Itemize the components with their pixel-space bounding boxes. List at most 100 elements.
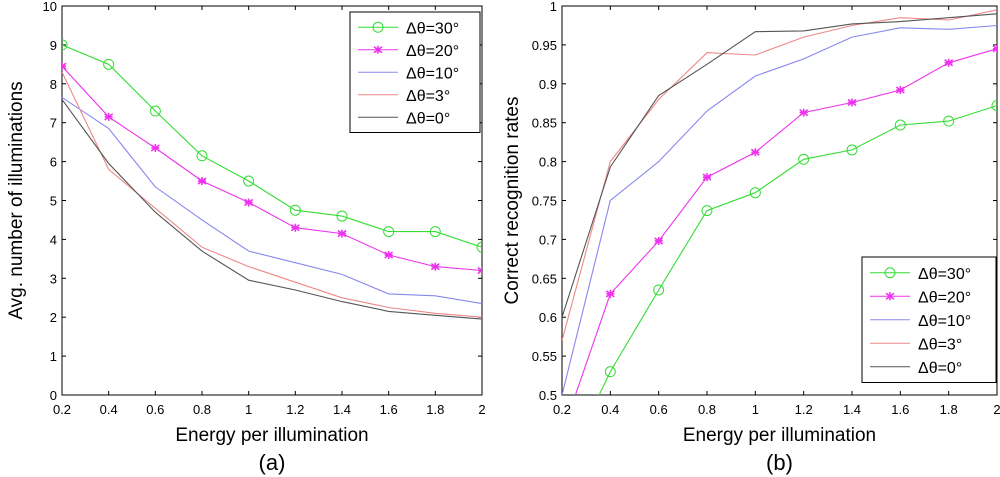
- x-tick-label: 0.4: [100, 402, 118, 417]
- x-tick-label: 1.6: [891, 402, 909, 417]
- y-tick-label: 0.65: [532, 271, 557, 286]
- y-tick-label: 0.7: [539, 232, 557, 247]
- y-tick-label: 0.6: [539, 310, 557, 325]
- data-point-marker: [430, 262, 440, 271]
- series-line-2: [62, 96, 482, 305]
- data-point-marker: [701, 205, 713, 217]
- legend-label: Δθ=0°: [406, 110, 450, 127]
- x-tick-label: 1: [752, 402, 759, 417]
- y-tick-label: 0.55: [532, 349, 557, 364]
- panel-b-chart: 0.2 0.4 0.6 0.8 1 1.2 1.4 1.6 1.8 2 0.5 0.55 0.6 0.65…: [502, 0, 1000, 475]
- x-tick-label: 2: [993, 402, 1000, 417]
- data-point-marker: [653, 284, 665, 296]
- data-point-marker: [944, 58, 954, 67]
- legend-marker: [372, 21, 384, 33]
- y-axis-label: Avg. number of illuminations: [6, 81, 27, 319]
- series-line-0: [598, 105, 997, 395]
- data-point-marker: [847, 98, 857, 107]
- data-point-marker: [243, 175, 255, 187]
- data-point-marker: [62, 62, 67, 71]
- legend-marker: [373, 45, 383, 54]
- x-tick-label: 0.6: [650, 402, 668, 417]
- data-point-marker: [654, 236, 664, 245]
- data-point-marker: [894, 119, 906, 131]
- x-tick-label: 2: [478, 402, 485, 417]
- data-point-marker: [337, 229, 347, 238]
- y-tick-label: 4: [50, 232, 57, 247]
- series-line-1: [574, 48, 997, 395]
- legend-marker: [884, 267, 896, 279]
- panel-label: (b): [766, 450, 793, 475]
- data-point-marker: [799, 108, 809, 117]
- series-line-4: [62, 99, 482, 320]
- data-point-marker: [477, 266, 482, 275]
- legend-marker: [885, 292, 895, 301]
- series-layer: [62, 39, 482, 320]
- legend-label: Δθ=10°: [406, 65, 459, 82]
- data-point-marker: [798, 153, 810, 165]
- x-tick-label: 1.4: [333, 402, 351, 417]
- y-tick-label: 0.8: [539, 155, 557, 170]
- data-point-marker: [895, 86, 905, 95]
- y-axis-label: Correct recognition rates: [502, 96, 523, 304]
- x-tick-label: 0.2: [53, 402, 71, 417]
- x-tick-label: 1.8: [940, 402, 958, 417]
- data-point-marker: [290, 223, 300, 232]
- x-axis-label: Energy per illumination: [175, 425, 368, 446]
- data-point-marker: [150, 143, 160, 152]
- y-tick-label: 0.5: [539, 388, 557, 403]
- data-point-marker: [992, 44, 997, 53]
- data-point-marker: [605, 289, 615, 298]
- data-point-marker: [846, 144, 858, 156]
- x-tick-label: 1.6: [380, 402, 398, 417]
- y-tick-label: 0.75: [532, 194, 557, 209]
- x-tick-label: 0.8: [698, 402, 716, 417]
- legend-label: Δθ=20°: [406, 43, 459, 60]
- data-point-marker: [62, 39, 68, 51]
- y-tick-label: 3: [50, 271, 57, 286]
- series-line-4: [562, 13, 997, 318]
- series-line-2: [562, 24, 997, 395]
- series-line-3: [62, 71, 482, 318]
- legend-label: Δθ=30°: [918, 266, 971, 283]
- x-tick-label: 1.8: [426, 402, 444, 417]
- y-tick-label: 2: [50, 310, 57, 325]
- x-tick-label: 0.6: [146, 402, 164, 417]
- x-tick-label: 1: [245, 402, 252, 417]
- y-tick-label: 0.9: [539, 77, 557, 92]
- y-tick-label: 7: [50, 116, 57, 131]
- data-point-marker: [384, 250, 394, 259]
- data-point-marker: [149, 105, 161, 117]
- y-tick-label: 1: [550, 0, 557, 14]
- legend-label: Δθ=3°: [406, 88, 450, 105]
- y-tick-label: 8: [50, 77, 57, 92]
- data-point-marker: [702, 173, 712, 182]
- x-tick-label: 0.8: [193, 402, 211, 417]
- series-line-0: [62, 44, 482, 248]
- y-tick-label: 5: [50, 194, 57, 209]
- x-tick-label: 0.2: [553, 402, 571, 417]
- legend-label: Δθ=30°: [406, 20, 459, 37]
- legend-label: Δθ=3°: [918, 336, 962, 353]
- data-point-marker: [197, 177, 207, 186]
- panel-a-chart: 0.2 0.4 0.6 0.8 1 1.2 1.4 1.6 1.8 2 0 1 2 3 4 5 6 7 8 9 10 En…: [6, 0, 486, 475]
- data-point-marker: [429, 226, 441, 238]
- legend-label: Δθ=20°: [918, 289, 971, 306]
- x-tick-label: 1.2: [286, 402, 304, 417]
- x-tick-label: 1.2: [795, 402, 813, 417]
- y-tick-label: 10: [43, 0, 57, 14]
- data-point-marker: [476, 241, 482, 253]
- data-point-marker: [336, 210, 348, 222]
- y-tick-label: 0.95: [532, 38, 557, 53]
- data-point-marker: [943, 115, 955, 127]
- data-point-marker: [749, 187, 761, 199]
- data-point-marker: [383, 226, 395, 238]
- series-line-1: [62, 65, 482, 272]
- series-layer: [562, 9, 997, 395]
- data-point-marker: [103, 58, 115, 70]
- legend-label: Δθ=10°: [918, 313, 971, 330]
- data-point-marker: [604, 366, 616, 378]
- x-tick-label: 1.4: [843, 402, 861, 417]
- data-point-marker: [196, 150, 208, 162]
